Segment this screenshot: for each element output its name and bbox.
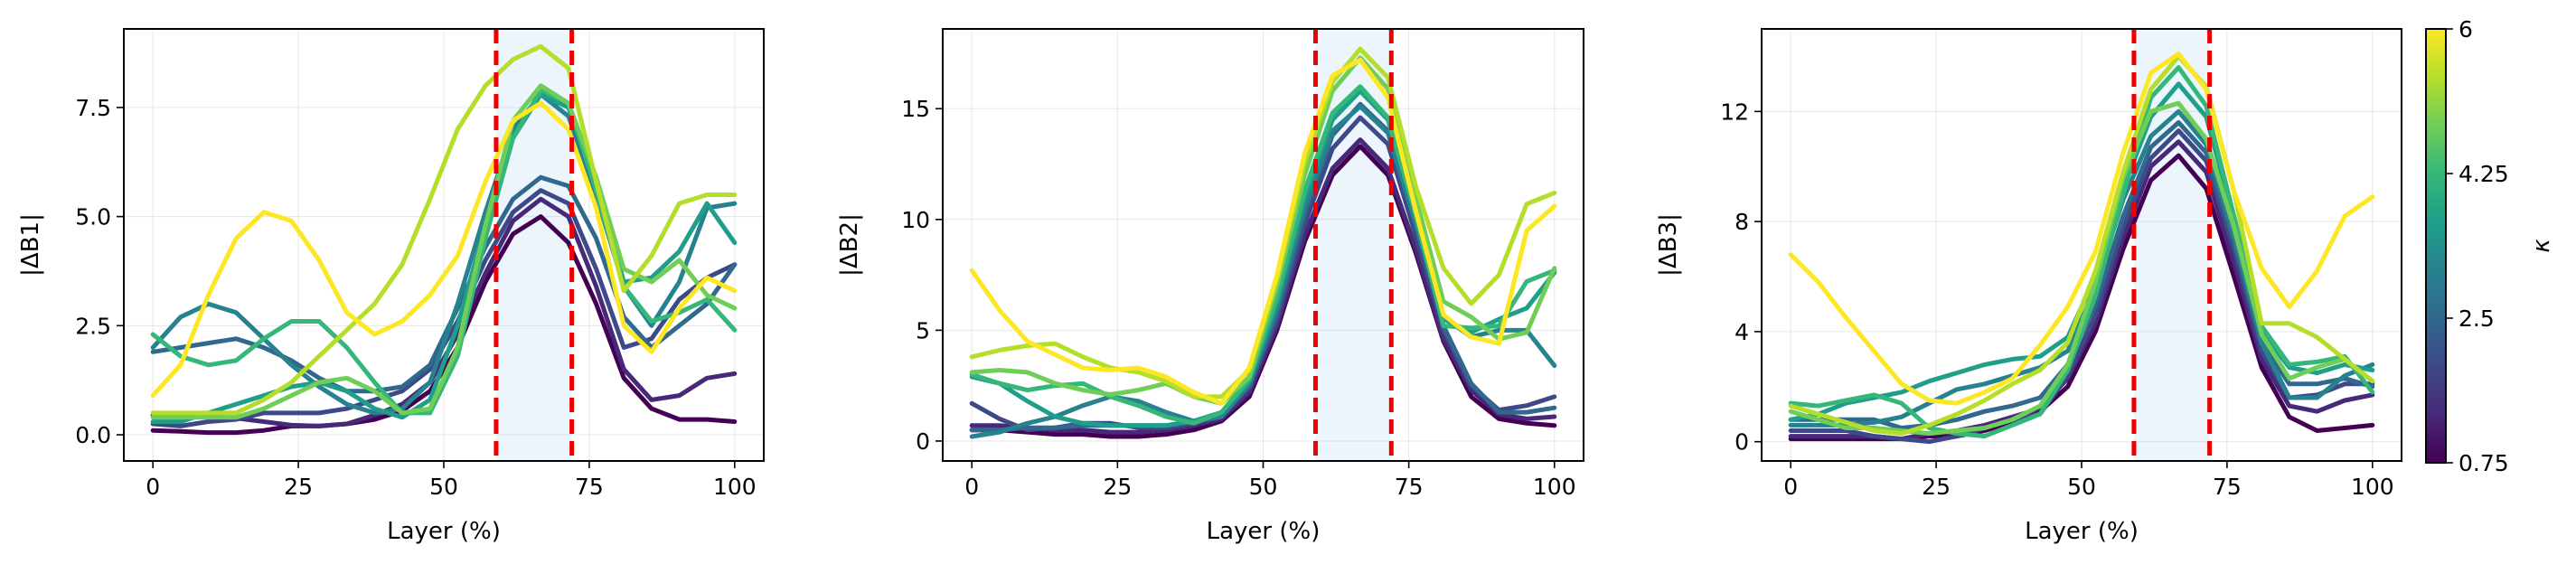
series-line-kappa-9: [150, 100, 738, 399]
x-tick-label: 75: [575, 474, 604, 500]
series-line-kappa-0: [150, 214, 738, 436]
x-tick-label: 50: [429, 474, 458, 500]
x-axis-label: Layer (%): [1207, 518, 1321, 545]
y-tick-label: 12: [1720, 99, 1749, 125]
colorbar: 0.75 2.5 4.25 6 κ: [2425, 16, 2555, 476]
y-tick-label: 5: [916, 317, 930, 343]
y-tick-label: 5.0: [75, 204, 111, 230]
y-axis-label: |ΔB2|: [836, 213, 863, 277]
y-tick-label: 2.5: [75, 313, 111, 339]
x-tick-label: 100: [1533, 474, 1576, 500]
series-line-kappa-9: [1788, 51, 2375, 406]
x-tick-label: 50: [1249, 474, 1278, 500]
panel-delta-b1: 0 25 50 75 100 0.0 2.5 5.0 7.5 Layer (%) |ΔB1|: [17, 28, 765, 545]
x-tick-label: 75: [2213, 474, 2242, 500]
series-line-kappa-6: [150, 88, 738, 416]
colorbar-frame: [2425, 28, 2447, 464]
x-tick-label: 0: [146, 474, 160, 500]
series-line-kappa-5: [150, 91, 738, 424]
x-axis-label: Layer (%): [387, 518, 501, 545]
y-tick-label: 10: [901, 207, 930, 233]
x-tick-label: 25: [1922, 474, 1951, 500]
colorbar-tick-label: 4.25: [2458, 161, 2509, 187]
colorbar-gradient: [2426, 29, 2446, 463]
series-line-kappa-8: [1788, 53, 2375, 437]
y-tick-label: 15: [901, 96, 930, 122]
y-tick-label: 0.0: [75, 422, 111, 448]
x-axis-label: Layer (%): [2025, 518, 2139, 545]
y-tick-label: 7.5: [75, 95, 111, 121]
x-tick-label: 0: [1783, 474, 1798, 500]
colorbar-tick-label: 2.5: [2458, 306, 2495, 332]
colorbar-tick-label: 6: [2458, 16, 2473, 42]
x-tick-label: 50: [2067, 474, 2096, 500]
x-tick-label: 25: [1103, 474, 1132, 500]
colorbar-tick-label: 0.75: [2458, 450, 2509, 476]
y-axis-label: |ΔB1|: [17, 213, 44, 277]
x-tick-label: 0: [964, 474, 979, 500]
x-tick-label: 25: [284, 474, 313, 500]
x-tick-label: 100: [713, 474, 757, 500]
series-line-kappa-8: [150, 43, 738, 416]
y-tick-label: 8: [1735, 209, 1749, 235]
y-tick-label: 0: [916, 428, 930, 455]
y-tick-label: 0: [1735, 429, 1749, 456]
colorbar-label: κ: [2528, 239, 2555, 253]
panel-delta-b2: 0 25 50 75 100 0 5 10 15 Layer (%) |ΔB2|: [836, 28, 1584, 545]
x-tick-label: 100: [2351, 474, 2394, 500]
series-line-kappa-9: [969, 57, 1557, 406]
x-tick-label: 75: [1395, 474, 1424, 500]
y-axis-label: |ΔB3|: [1655, 213, 1682, 277]
series-line-kappa-6: [1788, 65, 2375, 439]
panel-delta-b3: 0 25 50 75 100 0 4 8 12 Layer (%) |ΔB3|: [1655, 28, 2402, 545]
y-tick-label: 4: [1735, 319, 1749, 345]
series-line-kappa-7: [1788, 100, 2375, 437]
